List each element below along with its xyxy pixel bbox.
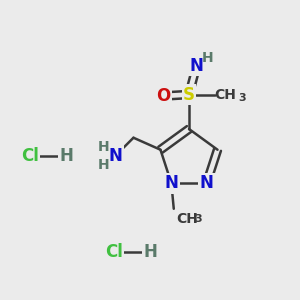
- Text: N: N: [190, 57, 203, 75]
- Text: N: N: [164, 174, 178, 192]
- Text: O: O: [156, 87, 171, 105]
- Text: 3: 3: [194, 214, 202, 224]
- Text: CH: CH: [214, 88, 236, 101]
- Text: H: H: [143, 243, 157, 261]
- Text: H: H: [98, 158, 109, 172]
- Text: S: S: [183, 85, 195, 103]
- Text: 3: 3: [238, 93, 246, 103]
- Text: H: H: [202, 51, 214, 64]
- Text: Cl: Cl: [105, 243, 123, 261]
- Text: CH: CH: [176, 212, 198, 226]
- Text: H: H: [59, 147, 73, 165]
- Text: Cl: Cl: [21, 147, 39, 165]
- Text: N: N: [109, 147, 122, 165]
- Text: N: N: [200, 174, 214, 192]
- Text: H: H: [98, 140, 109, 154]
